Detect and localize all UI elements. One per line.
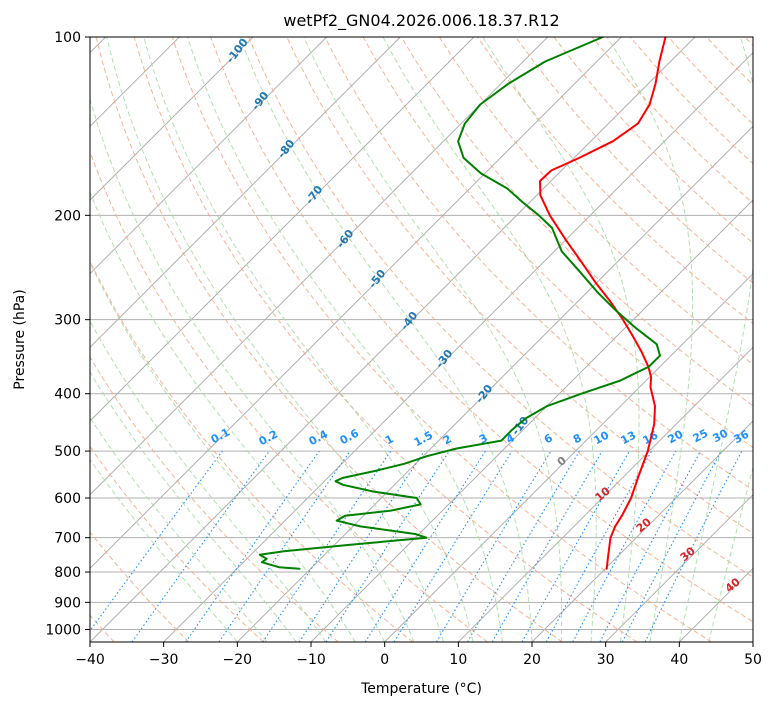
x-tick-label: 40 (670, 652, 688, 668)
isotherm-line (90, 37, 401, 349)
background-lines (90, 37, 753, 642)
y-tick-label: 200 (54, 208, 81, 224)
x-tick-label: −20 (223, 652, 253, 668)
x-tick-label: 10 (449, 652, 467, 668)
profile-series (258, 37, 667, 570)
x-axis: −40 −30 −20 −10 0 10 20 30 40 50 (75, 642, 762, 668)
isotherm-line (163, 51, 753, 642)
y-tick-label: 400 (54, 387, 81, 403)
x-tick-label: −10 (296, 652, 326, 668)
y-tick-label: 600 (54, 491, 81, 507)
plot-frame (89, 36, 754, 643)
moist-adiabat-line (606, 37, 694, 642)
moist-adiabat-line (90, 416, 268, 642)
mixing-ratio-line (521, 450, 630, 642)
temperature-profile-line (539, 37, 667, 570)
mixing-ratio-line (572, 450, 677, 642)
moist-adiabat-line (678, 37, 753, 642)
y-tick-label: 900 (54, 595, 81, 611)
chart-title: wetPf2_GN04.2026.006.18.37.R12 (283, 11, 559, 31)
mixing-ratio-line (325, 450, 450, 642)
dry-adiabat-line (171, 37, 712, 642)
x-tick-label: 0 (380, 652, 389, 668)
moist-adiabat-line (382, 37, 597, 642)
mixing-ratio-line (218, 450, 351, 642)
mixing-ratio-label: 36 (732, 427, 752, 446)
mixing-ratio-line (545, 450, 653, 642)
moist-adiabat-line (303, 37, 563, 642)
y-tick-label: 500 (54, 444, 81, 460)
mixing-ratio-line (393, 450, 513, 642)
x-tick-label: −30 (149, 652, 179, 668)
dry-adiabat-line (95, 37, 563, 642)
moist-adiabat-line (482, 37, 640, 642)
dry-adiabat-line (90, 150, 488, 642)
isotherm-line (384, 272, 753, 642)
y-tick-label: 100 (54, 30, 81, 46)
isotherm-line (90, 37, 549, 496)
mixing-ratio-label: 25 (691, 427, 711, 446)
y-tick-label: 1000 (45, 622, 81, 638)
isotherm-line (90, 37, 254, 201)
mixing-ratio-label: 10 (592, 428, 612, 447)
dry-adiabat-line (90, 356, 339, 642)
dry-adiabat-line (90, 445, 264, 642)
y-tick-label: 800 (54, 565, 81, 581)
mixing-ratio-label: 30 (711, 426, 731, 445)
dry-adiabat-line (400, 37, 753, 407)
moist-adiabat-line (90, 458, 238, 642)
isotherm-line (90, 37, 328, 275)
x-tick-label: 30 (597, 652, 615, 668)
y-axis: 100 200 300 400 500 600 700 800 900 1000 (45, 30, 90, 638)
isotherm-line (90, 37, 622, 570)
moist-adiabat-line (106, 37, 445, 642)
moist-adiabat-line (143, 37, 474, 642)
isotherm-line (90, 37, 696, 642)
x-tick-label: 20 (523, 652, 541, 668)
y-tick-label: 700 (54, 531, 81, 547)
y-axis-label: Pressure (hPa) (12, 289, 28, 389)
isotherm-line (605, 493, 753, 642)
isotherm-line (236, 125, 753, 642)
dewpoint-profile-line (258, 37, 661, 570)
moist-adiabat-line (90, 190, 386, 642)
dry-adiabat-line (90, 531, 190, 642)
dry-adiabat-line (248, 37, 753, 578)
isotherm-line (90, 37, 475, 422)
dry-adiabat-line (515, 37, 753, 284)
mixing-ratio-line (644, 450, 743, 642)
mixing-ratio-label: 13 (619, 429, 639, 448)
moist-adiabat-line (90, 320, 327, 642)
mixing-ratio-line (131, 450, 270, 642)
moist-adiabat-line (239, 37, 533, 642)
x-tick-label: −40 (75, 652, 105, 668)
y-tick-label: 300 (54, 313, 81, 329)
dry-adiabat-line (210, 37, 753, 623)
mixing-ratio-line (185, 450, 320, 642)
isotherm-line (531, 420, 753, 642)
x-axis-label: Temperature (°C) (360, 681, 482, 697)
moist-adiabat-line (187, 37, 503, 642)
dry-adiabat-line (90, 259, 414, 642)
mixing-ratio-line (90, 450, 223, 632)
isotherm-line (457, 346, 753, 642)
dry-adiabat-line (133, 37, 638, 642)
x-tick-label: 50 (744, 652, 762, 668)
moist-adiabat-line (90, 261, 356, 642)
mixing-ratio-label: 20 (666, 427, 686, 446)
mixing-ratio-line (262, 450, 392, 642)
dry-adiabat-line (324, 37, 753, 491)
moist-adiabat-line (708, 465, 753, 642)
dry-adiabat-line (438, 37, 753, 366)
